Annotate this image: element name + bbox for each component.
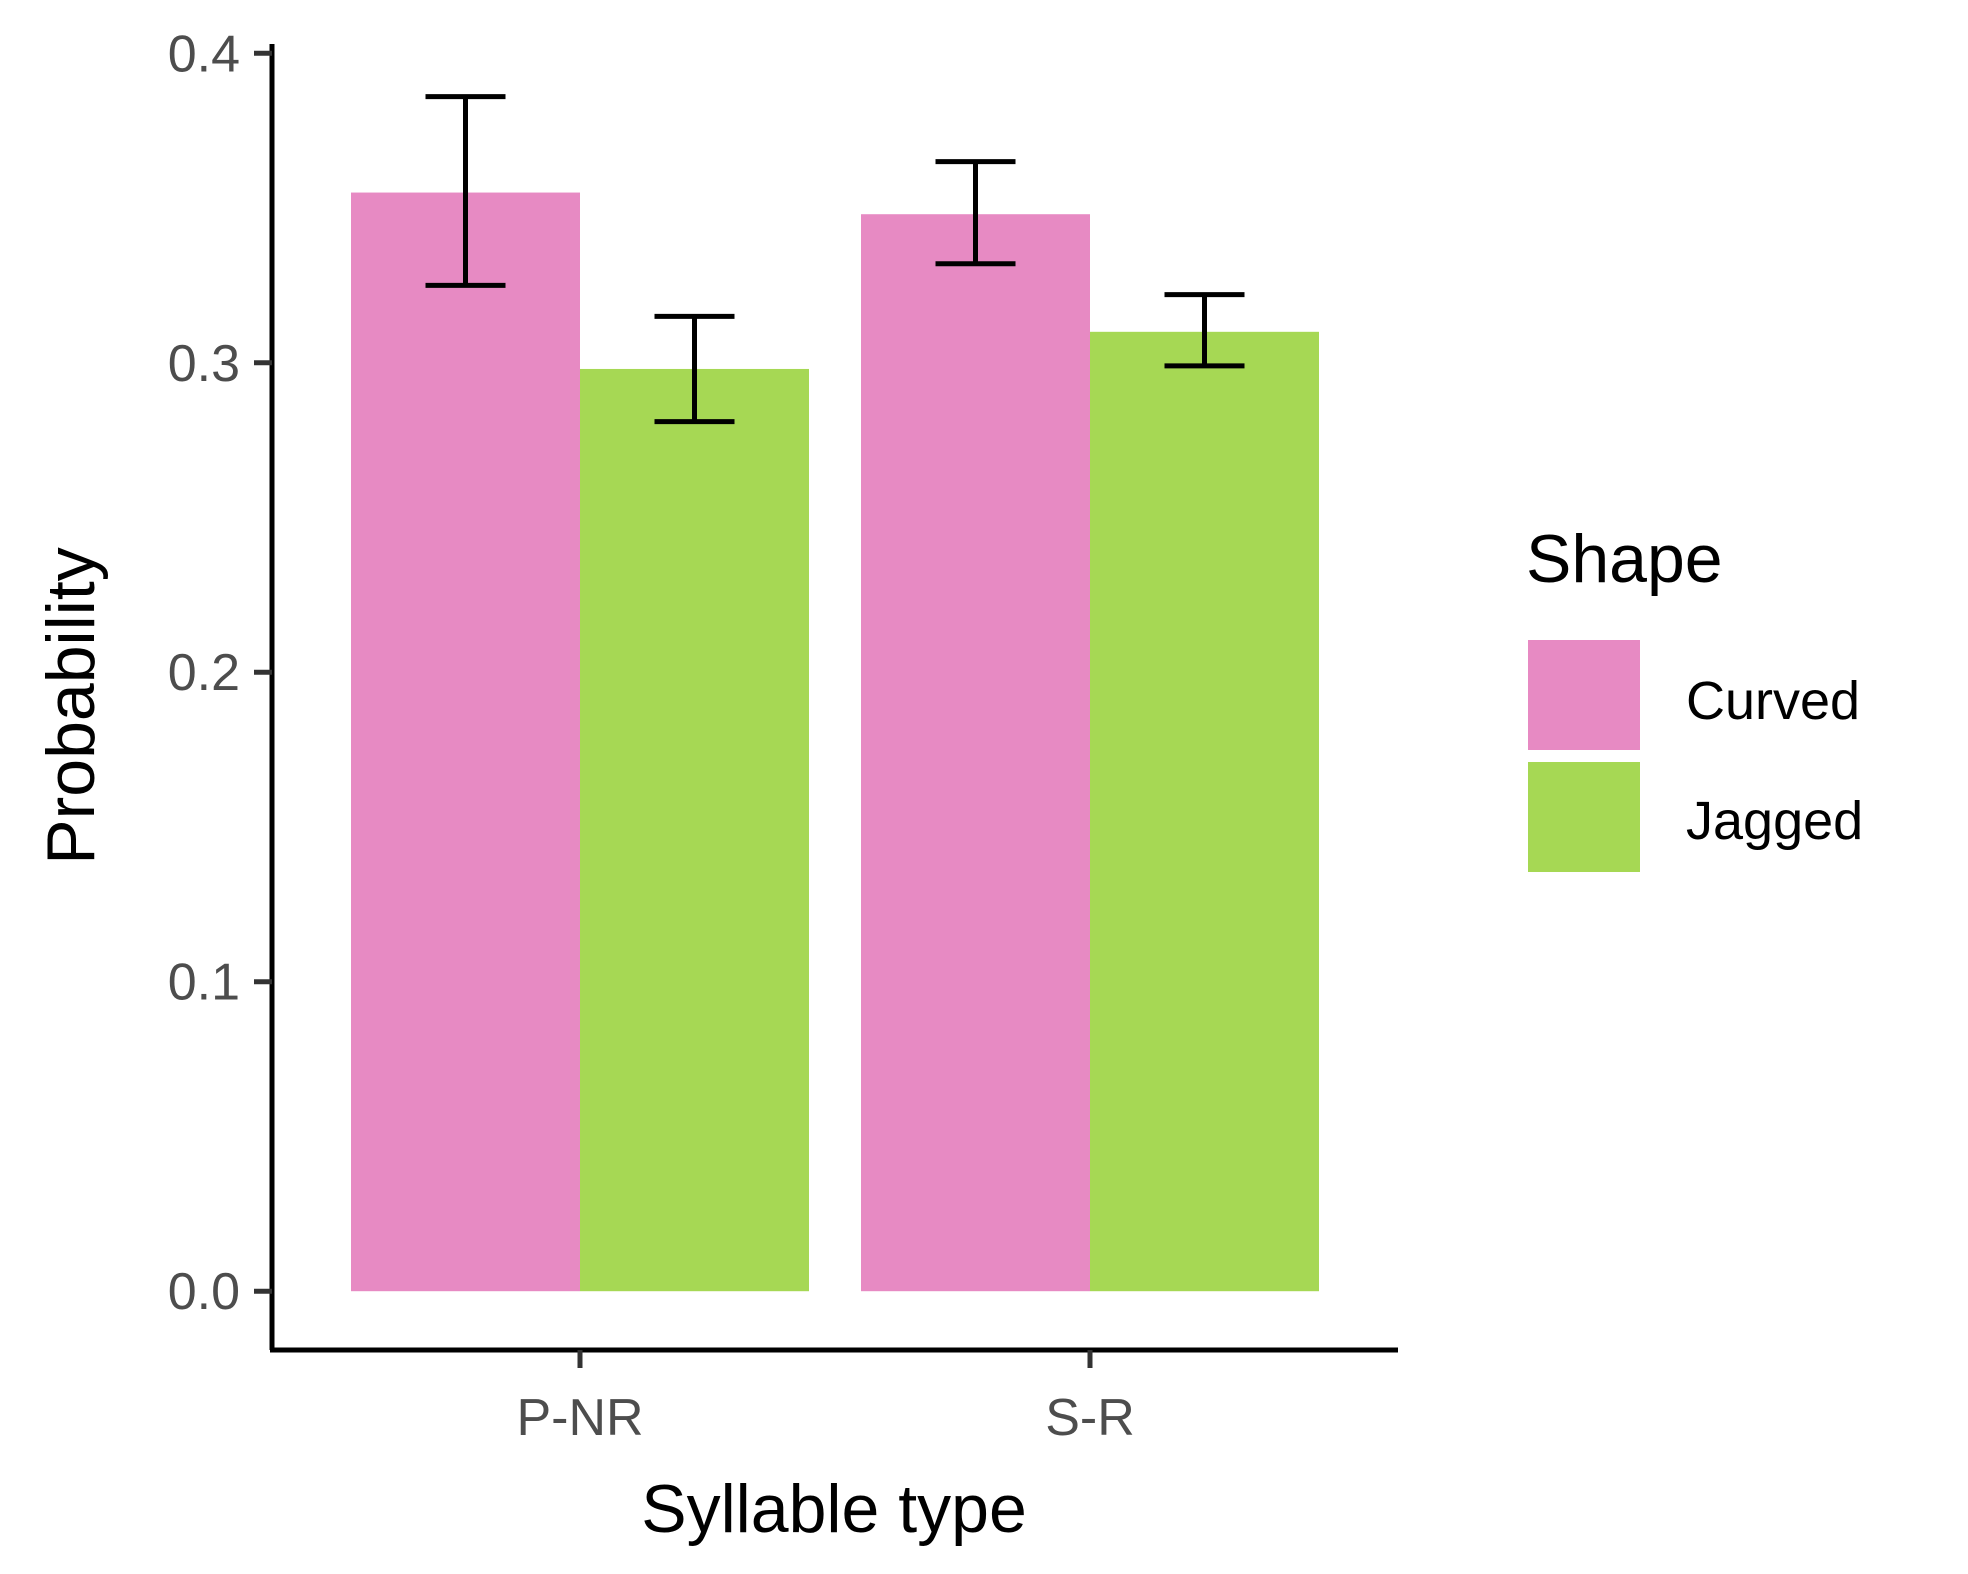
bars-layer: [351, 192, 1319, 1292]
legend-swatch-jagged: [1528, 762, 1640, 872]
y-tick-label: 0.1: [168, 954, 240, 1012]
x-axis-title: Syllable type: [641, 1471, 1027, 1547]
legend-label-curved: Curved: [1686, 671, 1860, 731]
y-tick-label: 0.3: [168, 335, 240, 393]
error-bars-layer: [425, 94, 1245, 425]
y-tick-label: 0.2: [168, 644, 240, 702]
errorbar-curved-s-r: [935, 159, 1016, 267]
x-tick-label-p-nr: P-NR: [516, 1389, 643, 1447]
y-ticks: 0.0 0.1 0.2 0.3 0.4: [168, 25, 272, 1321]
y-axis-title: Probability: [33, 547, 109, 865]
legend-swatch-curved: [1528, 640, 1640, 750]
x-tick-label-s-r: S-R: [1045, 1389, 1135, 1447]
bar-curved-s-r: [861, 214, 1090, 1292]
y-tick-label: 0.0: [168, 1263, 240, 1321]
errorbar-curved-p-nr: [425, 94, 506, 288]
x-ticks: P-NR S-R: [516, 1350, 1135, 1447]
legend-title: Shape: [1526, 521, 1723, 597]
errorbar-jagged-s-r: [1164, 292, 1245, 369]
errorbar-jagged-p-nr: [654, 313, 735, 425]
legend: Shape Curved Jagged: [1526, 521, 1863, 872]
bar-jagged-s-r: [1090, 331, 1319, 1292]
y-tick-label: 0.4: [168, 25, 240, 83]
legend-label-jagged: Jagged: [1686, 791, 1863, 851]
bar-jagged-p-nr: [580, 368, 809, 1292]
bar-curved-p-nr: [351, 192, 580, 1292]
